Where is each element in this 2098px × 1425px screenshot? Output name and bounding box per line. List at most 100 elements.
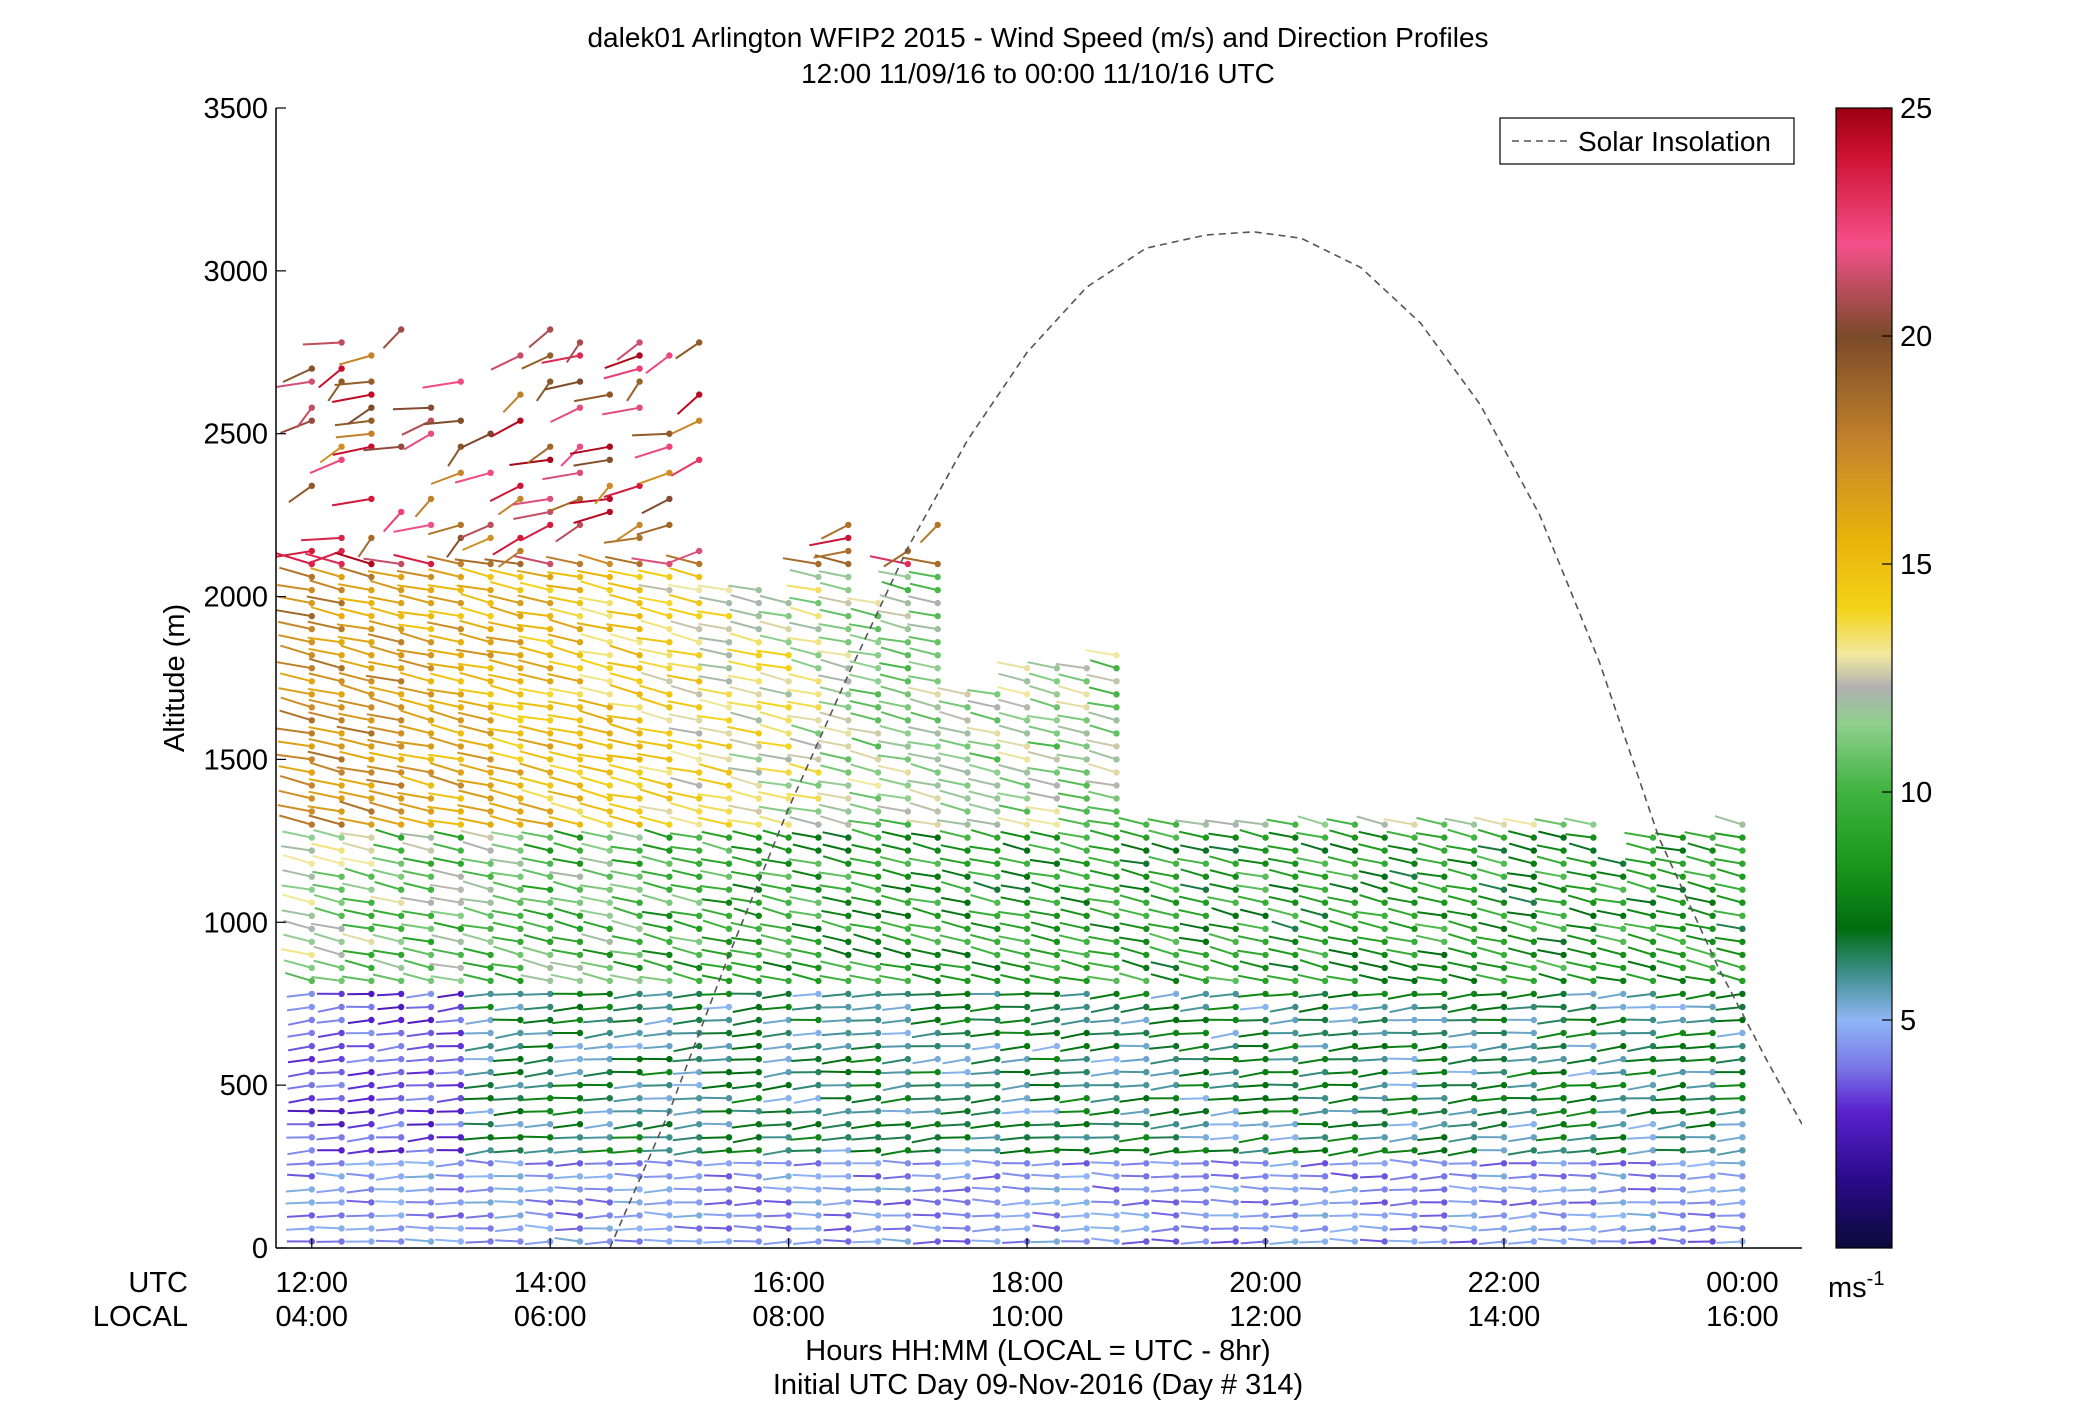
wind-barb-stem bbox=[940, 1110, 968, 1115]
wind-barb-stem bbox=[315, 1201, 342, 1204]
wind-barb-point bbox=[696, 612, 703, 620]
wind-barb-point bbox=[517, 1199, 524, 1206]
wind-barb-point bbox=[994, 1225, 1001, 1232]
wind-barb-point bbox=[845, 1121, 852, 1128]
wind-barb-stem bbox=[673, 919, 700, 930]
wind-barb-point bbox=[934, 1225, 941, 1232]
wind-barb-point bbox=[338, 378, 345, 385]
wind-barb-stem bbox=[602, 406, 640, 416]
wind-barb-stem bbox=[1565, 1123, 1594, 1128]
wind-barb-stem bbox=[851, 992, 879, 998]
wind-barb-stem bbox=[584, 1240, 610, 1246]
wind-barb-stem bbox=[287, 1032, 312, 1038]
wind-barb-point bbox=[1470, 1173, 1478, 1180]
wind-barb-point bbox=[576, 1199, 584, 1206]
wind-barb-point bbox=[964, 1121, 971, 1128]
wind-barb-stem bbox=[436, 1110, 461, 1113]
wind-barb-point bbox=[338, 808, 345, 815]
wind-barb-stem bbox=[1090, 1161, 1117, 1165]
wind-barb-point bbox=[904, 1160, 912, 1167]
wind-barb-point bbox=[964, 990, 971, 998]
wind-barb-point bbox=[696, 756, 703, 763]
wind-barb-stem bbox=[1358, 1006, 1385, 1011]
wind-barb-stem bbox=[1567, 1213, 1594, 1217]
wind-barb-point bbox=[815, 717, 822, 724]
wind-barb-point bbox=[606, 938, 613, 945]
wind-barb-stem bbox=[851, 828, 879, 839]
wind-barb-point bbox=[845, 560, 852, 568]
wind-barb-stem bbox=[786, 584, 819, 592]
wind-barb-point bbox=[636, 1147, 643, 1154]
wind-barb-point bbox=[1262, 821, 1269, 828]
wind-barb-stem bbox=[1596, 909, 1624, 917]
wind-barb-stem bbox=[883, 550, 909, 568]
wind-barb-point bbox=[785, 1042, 792, 1050]
wind-barb-point bbox=[308, 782, 315, 789]
wind-barb-stem bbox=[457, 711, 491, 722]
wind-barb-point bbox=[785, 1160, 792, 1167]
wind-barb-stem bbox=[426, 688, 461, 696]
wind-barb-stem bbox=[460, 829, 491, 839]
wind-barb-stem bbox=[306, 595, 342, 605]
wind-barb-stem bbox=[377, 1019, 402, 1025]
wind-barb-stem bbox=[607, 738, 640, 748]
wind-barb-stem bbox=[1534, 909, 1564, 917]
wind-barb-point bbox=[606, 977, 613, 985]
wind-barb-stem bbox=[701, 1032, 730, 1035]
wind-barb-point bbox=[368, 691, 375, 698]
wind-barb-point bbox=[1620, 938, 1627, 945]
wind-barb-point bbox=[785, 1016, 792, 1024]
wind-barb-point bbox=[1053, 964, 1061, 972]
wind-barb-stem bbox=[519, 776, 551, 787]
wind-barb-point bbox=[1113, 886, 1120, 893]
wind-barb-point bbox=[1411, 1173, 1418, 1180]
wind-barb-stem bbox=[1538, 972, 1564, 982]
wind-barb-point bbox=[636, 1225, 643, 1232]
wind-barb-stem bbox=[1479, 1199, 1505, 1204]
wind-barb-stem bbox=[317, 1109, 342, 1113]
wind-barb-point bbox=[1023, 717, 1031, 724]
wind-barb-point bbox=[1500, 977, 1508, 985]
wind-barb-point bbox=[517, 704, 524, 711]
wind-barb-point bbox=[785, 1003, 792, 1011]
wind-barb-stem bbox=[936, 819, 968, 826]
wind-barb-point bbox=[666, 938, 673, 945]
wind-barb-stem bbox=[940, 844, 968, 852]
wind-barb-stem bbox=[1596, 1045, 1624, 1053]
wind-barb-stem bbox=[760, 947, 789, 956]
wind-barb-stem bbox=[912, 1058, 938, 1065]
wind-barb-stem bbox=[1565, 961, 1594, 969]
wind-barb-point bbox=[368, 665, 375, 672]
wind-barb-stem bbox=[550, 801, 581, 813]
wind-barb-point bbox=[1172, 1055, 1180, 1063]
wind-barb-point bbox=[874, 1199, 882, 1206]
wind-barb-stem bbox=[427, 753, 461, 761]
wind-barb-stem bbox=[577, 753, 610, 761]
wind-barb-point bbox=[487, 1186, 494, 1193]
wind-barb-point bbox=[666, 795, 673, 802]
wind-barb-stem bbox=[1538, 1173, 1564, 1178]
wind-barb-point bbox=[338, 1003, 345, 1011]
wind-barb-point bbox=[696, 1147, 703, 1154]
wind-barb-stem bbox=[644, 1211, 670, 1217]
wind-barb-stem bbox=[1001, 869, 1028, 878]
wind-barb-stem bbox=[287, 1149, 312, 1156]
wind-barb-stem bbox=[363, 445, 402, 452]
wind-barb-stem bbox=[631, 557, 670, 565]
wind-barb-point bbox=[636, 339, 643, 346]
wind-barb-stem bbox=[822, 1201, 849, 1206]
wind-barb-stem bbox=[966, 818, 998, 826]
wind-barb-stem bbox=[1089, 1045, 1117, 1052]
wind-barb-stem bbox=[1055, 700, 1087, 709]
wind-barb-stem bbox=[280, 644, 313, 657]
wind-barb-stem bbox=[1058, 1110, 1087, 1114]
wind-barb-stem bbox=[758, 805, 789, 813]
wind-barb-stem bbox=[338, 817, 372, 826]
wind-barb-point bbox=[1470, 1238, 1478, 1245]
wind-barb-stem bbox=[851, 1110, 879, 1114]
wind-barb-point bbox=[398, 326, 405, 333]
wind-barb-point bbox=[1053, 990, 1061, 998]
wind-barb-point bbox=[1500, 899, 1508, 906]
wind-barb-point bbox=[1143, 1225, 1150, 1232]
wind-barb-point bbox=[1649, 1134, 1657, 1141]
